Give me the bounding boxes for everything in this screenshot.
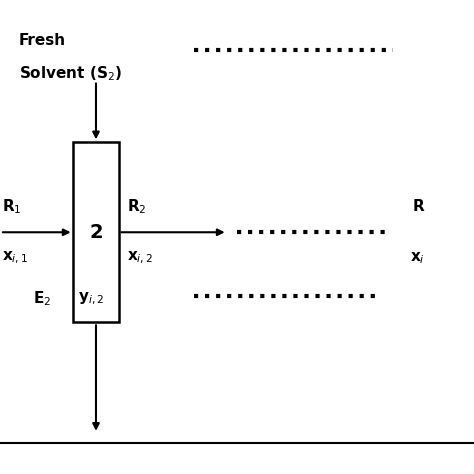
Text: x$_{i,2}$: x$_{i,2}$: [127, 250, 153, 266]
Text: y$_{i,2}$: y$_{i,2}$: [78, 291, 104, 307]
Text: Fresh: Fresh: [19, 33, 66, 48]
Text: E$_2$: E$_2$: [33, 289, 51, 308]
FancyBboxPatch shape: [73, 142, 118, 322]
Text: R: R: [412, 199, 424, 214]
Text: R$_1$: R$_1$: [2, 197, 22, 216]
Text: x$_{i,1}$: x$_{i,1}$: [2, 250, 28, 266]
Text: x$_i$: x$_i$: [410, 250, 425, 266]
Text: 2: 2: [89, 223, 103, 242]
Text: Solvent (S$_2$): Solvent (S$_2$): [19, 64, 122, 83]
Text: R$_2$: R$_2$: [127, 197, 146, 216]
